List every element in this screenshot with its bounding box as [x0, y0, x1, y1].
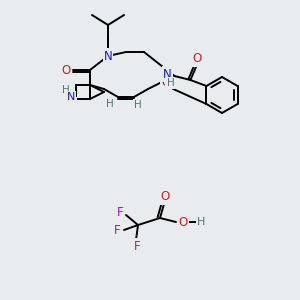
Text: H: H [167, 78, 174, 88]
Text: F: F [114, 224, 120, 236]
Text: H: H [134, 100, 142, 110]
Text: H: H [106, 99, 114, 109]
Text: N: N [103, 50, 112, 62]
Text: O: O [178, 215, 188, 229]
Text: O: O [61, 64, 70, 76]
Text: H: H [197, 217, 205, 227]
Text: O: O [161, 76, 171, 88]
Text: H: H [62, 85, 70, 95]
Text: O: O [160, 190, 169, 203]
Text: F: F [117, 206, 123, 220]
Text: N: N [163, 68, 172, 80]
Text: N: N [67, 92, 75, 102]
Text: F: F [134, 239, 140, 253]
Text: O: O [193, 52, 202, 65]
